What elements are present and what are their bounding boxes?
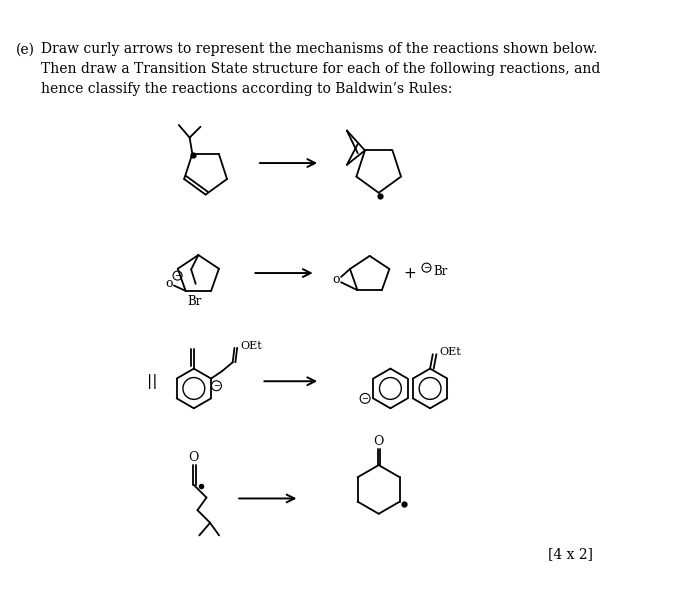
Text: o: o	[333, 273, 340, 286]
Text: o: o	[166, 277, 173, 290]
Text: OEt: OEt	[241, 341, 262, 351]
Text: −: −	[213, 381, 220, 390]
Text: (e): (e)	[16, 42, 36, 56]
Text: OEt: OEt	[439, 347, 461, 358]
Text: [4 x 2]: [4 x 2]	[548, 548, 594, 562]
Text: +: +	[404, 267, 417, 282]
Text: −: −	[174, 271, 181, 280]
Text: Draw curly arrows to represent the mechanisms of the reactions shown below.
Then: Draw curly arrows to represent the mecha…	[42, 42, 601, 96]
Text: O: O	[374, 435, 384, 448]
Text: Br: Br	[188, 295, 202, 308]
Text: ||: ||	[147, 374, 158, 389]
Text: O: O	[189, 452, 199, 464]
Text: −: −	[361, 394, 369, 403]
Text: −: −	[423, 263, 430, 272]
Text: Br: Br	[434, 265, 448, 278]
